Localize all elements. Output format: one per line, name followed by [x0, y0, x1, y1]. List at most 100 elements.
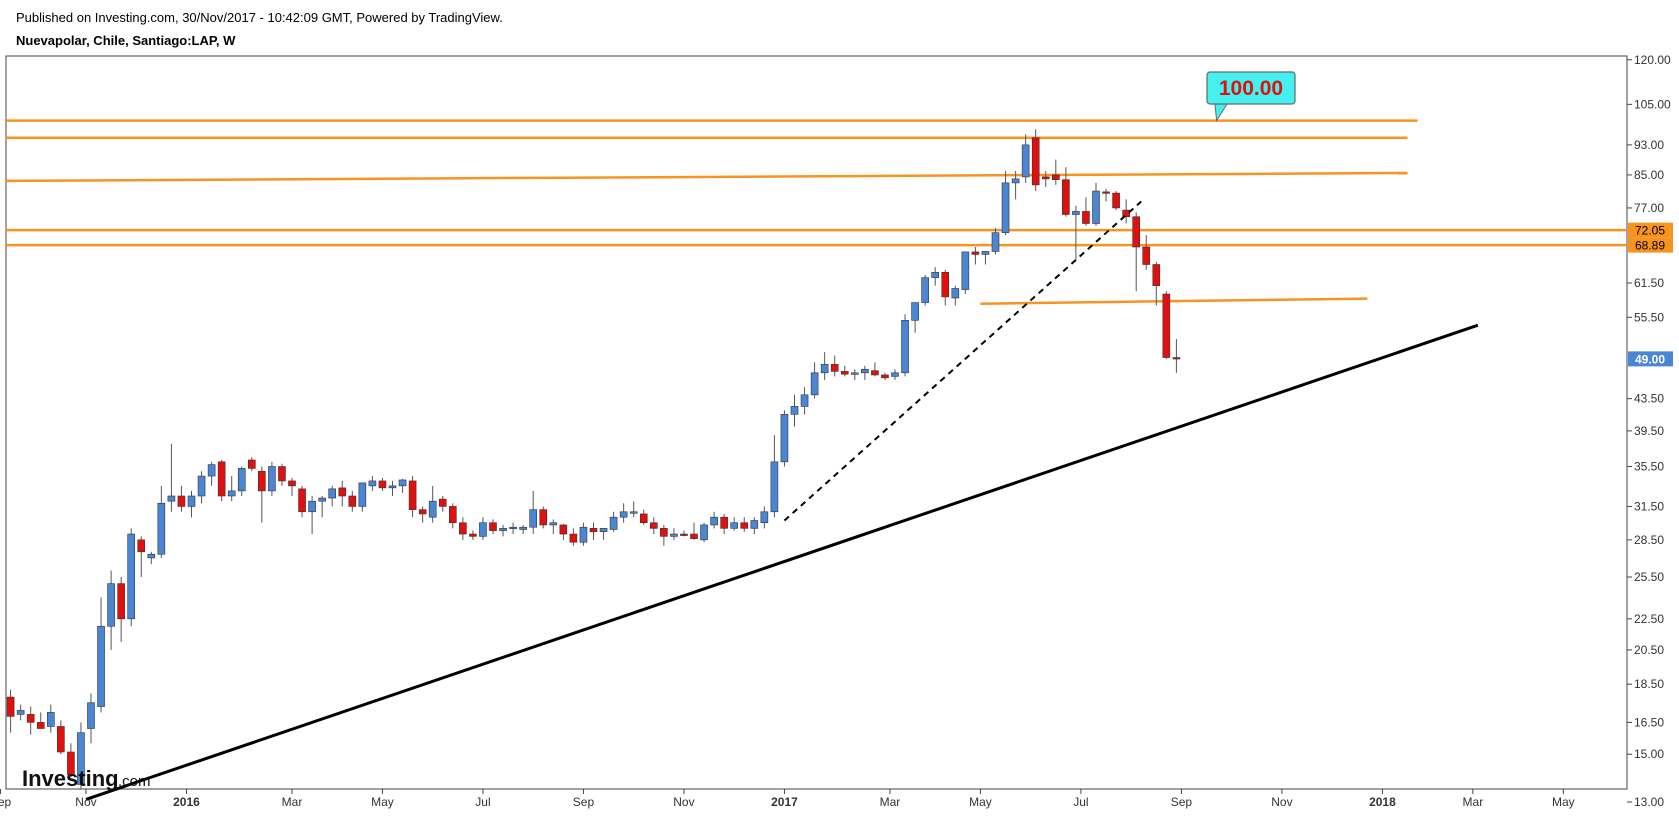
x-tick-label: 2016 [173, 795, 200, 809]
x-tick-label: 2017 [771, 795, 798, 809]
candle-up [629, 511, 638, 514]
candle-down [1162, 293, 1171, 358]
y-tick-label: 43.50 [1634, 392, 1664, 406]
candle-down [559, 524, 568, 535]
candle-up [187, 495, 196, 507]
x-tick-label: Sep [573, 795, 595, 809]
investing-logo: Investing .com [22, 766, 151, 791]
candle-up [981, 251, 990, 255]
candle-down [36, 722, 45, 729]
candle-down [690, 533, 698, 539]
candle-up [780, 414, 789, 463]
candle-up [227, 490, 236, 497]
candle-down [720, 516, 728, 529]
price-tag [1628, 222, 1673, 238]
candle-down [1041, 176, 1050, 180]
candle-down [1152, 264, 1161, 287]
candle-down [1102, 191, 1110, 194]
candle-up [790, 406, 799, 415]
candle-down [639, 513, 648, 524]
candle-up [147, 553, 156, 559]
candle-up [237, 468, 246, 492]
price-tag [1628, 237, 1673, 253]
y-tick-label: 55.50 [1634, 310, 1664, 324]
candle-down [941, 272, 950, 298]
candle-down [278, 466, 286, 482]
candle-up [46, 712, 55, 727]
candle-down [418, 509, 427, 515]
candle-down [348, 495, 357, 507]
candle-up [388, 485, 397, 489]
candle-down [338, 487, 347, 497]
callout-label: 100.00 [1219, 77, 1283, 100]
candle-down [438, 498, 447, 507]
candle-up [157, 502, 166, 555]
logo-main: Investing [22, 766, 119, 791]
candle-up [609, 516, 618, 530]
candle-down [539, 509, 548, 526]
x-tick-label: Sep [0, 795, 12, 809]
candle-down [1122, 209, 1130, 218]
y-tick-label: 105.00 [1634, 97, 1671, 111]
x-tick-label: Mar [880, 795, 901, 809]
y-tick-label: 16.50 [1634, 715, 1664, 729]
candle-down [840, 371, 849, 375]
candle-up [951, 288, 960, 299]
candle-up [328, 488, 337, 499]
candle-up [619, 511, 628, 518]
candle-up [901, 320, 909, 374]
y-tick-label: 120.00 [1634, 53, 1671, 67]
candle-up [107, 583, 115, 627]
x-tick-label: May [969, 795, 992, 809]
candle-up [318, 497, 326, 502]
candle-down [881, 374, 889, 379]
support-trend-line [85, 323, 1479, 801]
candle-up [750, 520, 759, 529]
candle-down [298, 488, 306, 513]
candle-down [137, 539, 146, 553]
candle-down [67, 751, 75, 776]
candle-up [700, 524, 708, 541]
candle-down [459, 522, 467, 535]
x-axis: Sep Nov 2016 Mar May Jul Sep Nov 2017 Mar May Jul Se… [0, 789, 1575, 809]
candle-up [770, 461, 779, 513]
y-tick-label: 28.50 [1634, 533, 1664, 547]
candle-down [378, 480, 387, 489]
candle-down [680, 533, 688, 536]
candle-down [830, 364, 839, 372]
y-tick-label: 77.00 [1634, 201, 1664, 215]
candle-up [16, 710, 25, 715]
candle-down [489, 522, 497, 531]
candle-down [1052, 174, 1060, 180]
candle-up [1021, 144, 1030, 178]
logo-suffix: .com [118, 773, 151, 790]
candle-down [1062, 179, 1070, 215]
y-tick-label: 13.00 [1634, 795, 1664, 809]
candle-up [479, 522, 487, 537]
candle-up [820, 364, 829, 374]
candle-up [1011, 178, 1020, 184]
candle-up [1001, 182, 1010, 233]
level-line [5, 171, 1408, 183]
candle-up [599, 528, 608, 533]
plot-frame [5, 55, 1628, 790]
candle-up [710, 516, 718, 526]
candle-down [660, 528, 668, 537]
y-tick-label: 93.00 [1634, 138, 1664, 152]
candle-up [529, 509, 538, 528]
x-tick-label: Mar [282, 795, 303, 809]
symbol-title: Nuevapolar, Chile, Santiago:LAP, W [16, 33, 236, 48]
candle-up [509, 526, 517, 530]
candle-up [549, 522, 558, 526]
candle-up [1092, 190, 1100, 224]
price-tag-label: 49.00 [1635, 352, 1665, 366]
candle-up [961, 251, 970, 290]
y-tick-label: 61.50 [1634, 276, 1664, 290]
candle-up [911, 302, 919, 321]
candle-down [569, 533, 578, 543]
x-tick-label: 2018 [1369, 795, 1396, 809]
level-line [980, 297, 1368, 305]
candle-up [921, 277, 929, 303]
